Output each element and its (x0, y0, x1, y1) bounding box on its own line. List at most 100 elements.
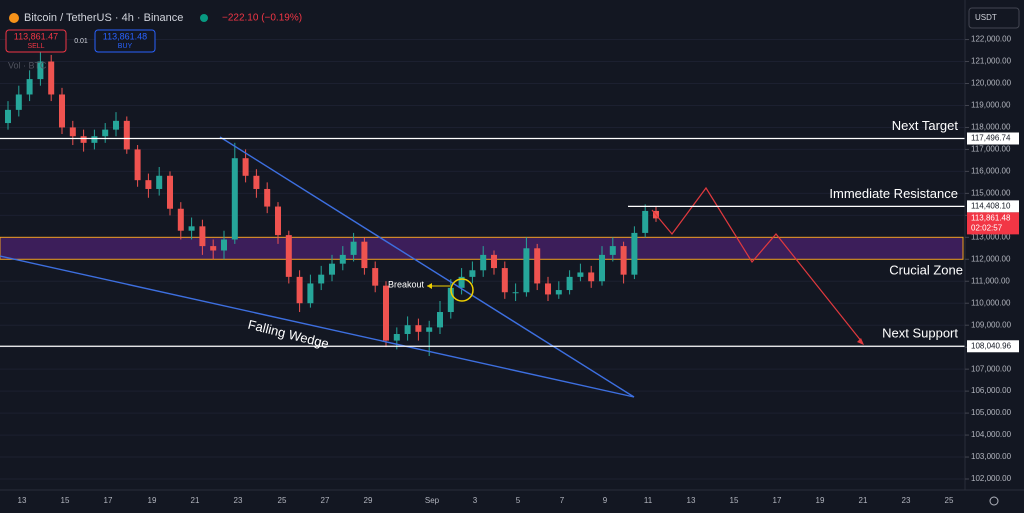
candle-body (210, 246, 217, 251)
level-tag-label: 117,496.74 (971, 134, 1011, 143)
candle-body (177, 208, 184, 231)
status-dot (200, 14, 208, 22)
level-name: Next Target (892, 118, 959, 133)
y-tick-label: 110,000.00 (971, 298, 1011, 307)
last-price-tag (967, 212, 1019, 235)
candle-body (383, 285, 389, 341)
candle-body (242, 158, 249, 176)
level-tag (967, 340, 1019, 353)
y-tick-label: 109,000.00 (971, 320, 1012, 329)
y-tick-label: 122,000.00 (971, 35, 1012, 44)
sell-label: SELL (27, 43, 44, 50)
last-price-label: 113,861.48 (971, 213, 1011, 222)
coin-icon (9, 13, 19, 23)
x-tick-label: 21 (191, 496, 200, 505)
y-tick-label: 116,000.00 (971, 166, 1011, 175)
x-tick-label: 21 (859, 496, 868, 505)
x-tick-label: 29 (364, 496, 373, 505)
wedge-upper (219, 136, 635, 398)
candle-body (480, 254, 487, 271)
candle-body (145, 180, 152, 189)
y-tick-label: 106,000.00 (971, 386, 1012, 395)
candle-body (264, 188, 271, 207)
candle-body (113, 120, 119, 130)
levels: Crucial Zone Next Target Immediate Resista… (0, 118, 965, 347)
candle-body (307, 283, 314, 304)
x-tick-label: 9 (603, 496, 608, 505)
candle-body (631, 232, 638, 275)
breakout-circle (450, 278, 474, 302)
candles (5, 46, 659, 356)
level-tag (967, 200, 1019, 213)
candle-body (329, 263, 335, 275)
level-tag-label: 108,040.96 (971, 341, 1012, 350)
y-tick-label: 105,000.00 (971, 408, 1012, 417)
candle-body (69, 127, 76, 137)
buy-label: BUY (118, 43, 133, 50)
x-tick-label: 17 (104, 496, 113, 505)
settings-icon[interactable] (989, 496, 999, 506)
level-tag (967, 132, 1019, 145)
candle-body (501, 268, 508, 293)
y-tick-label: 118,000.00 (971, 123, 1011, 132)
x-tick-label: 25 (945, 496, 954, 505)
y-tick-label: 104,000.00 (971, 430, 1012, 439)
candle-body (588, 272, 595, 282)
breakout-arrowhead (427, 283, 432, 289)
candle-body (415, 325, 422, 332)
candle-body (534, 248, 541, 284)
level-tag-label: 114,408.10 (971, 201, 1011, 210)
candle-body (339, 254, 346, 264)
x-tick-label: 7 (560, 496, 565, 505)
projection (651, 186, 863, 343)
candle-body (361, 241, 368, 269)
candle-body (5, 109, 11, 124)
buy-button[interactable] (94, 29, 156, 53)
price-axis-bg (965, 0, 1024, 513)
y-tick-label: 103,000.00 (971, 452, 1012, 461)
wedge-lower (0, 255, 635, 398)
candle-body (491, 254, 497, 269)
candle-body (102, 129, 109, 137)
time-axis: 13 15 17 19 21 23 25 27 29 Sep 3 5 7 9 11 13 15 17 19 21 23 2… (18, 496, 954, 505)
change: −222.10 (−0.19%) (222, 13, 302, 24)
candle-body (372, 268, 379, 286)
candle-body (156, 175, 163, 189)
volume-label: Vol · BTC (8, 60, 47, 70)
candle-body (318, 274, 325, 284)
x-tick-label: 19 (816, 496, 825, 505)
candle-body (134, 149, 141, 181)
candle-body (404, 325, 411, 334)
candle-body (350, 241, 357, 255)
x-tick-label: 17 (773, 496, 782, 505)
x-tick-label: 15 (61, 496, 70, 505)
countdown: 02:02:57 (971, 223, 1003, 232)
candle-body (231, 158, 238, 240)
candle-body (167, 175, 173, 209)
candle-body (91, 136, 98, 143)
candle-body (512, 292, 519, 294)
candle-body (26, 79, 33, 95)
x-tick-label: 13 (687, 496, 696, 505)
candle-body (469, 270, 476, 277)
candle-body (523, 248, 530, 293)
currency-button[interactable] (968, 7, 1020, 29)
currency: USDT (975, 13, 997, 22)
candle-body (48, 61, 55, 95)
y-tick-label: 115,000.00 (971, 188, 1011, 197)
candle-body (188, 226, 195, 231)
x-tick-label: Sep (425, 496, 440, 505)
y-tick-label: 121,000.00 (971, 57, 1012, 66)
candle-body (59, 94, 65, 128)
x-tick-label: 13 (18, 496, 27, 505)
candle-body (199, 226, 206, 247)
candle-body (80, 136, 87, 143)
sell-button[interactable] (5, 29, 67, 53)
y-tick-label: 107,000.00 (971, 364, 1012, 373)
spread: 0.01 (74, 38, 88, 45)
y-tick-label: 119,000.00 (971, 101, 1011, 110)
candle-body (599, 254, 605, 282)
candle-body (566, 276, 573, 291)
candle-body (123, 120, 130, 150)
